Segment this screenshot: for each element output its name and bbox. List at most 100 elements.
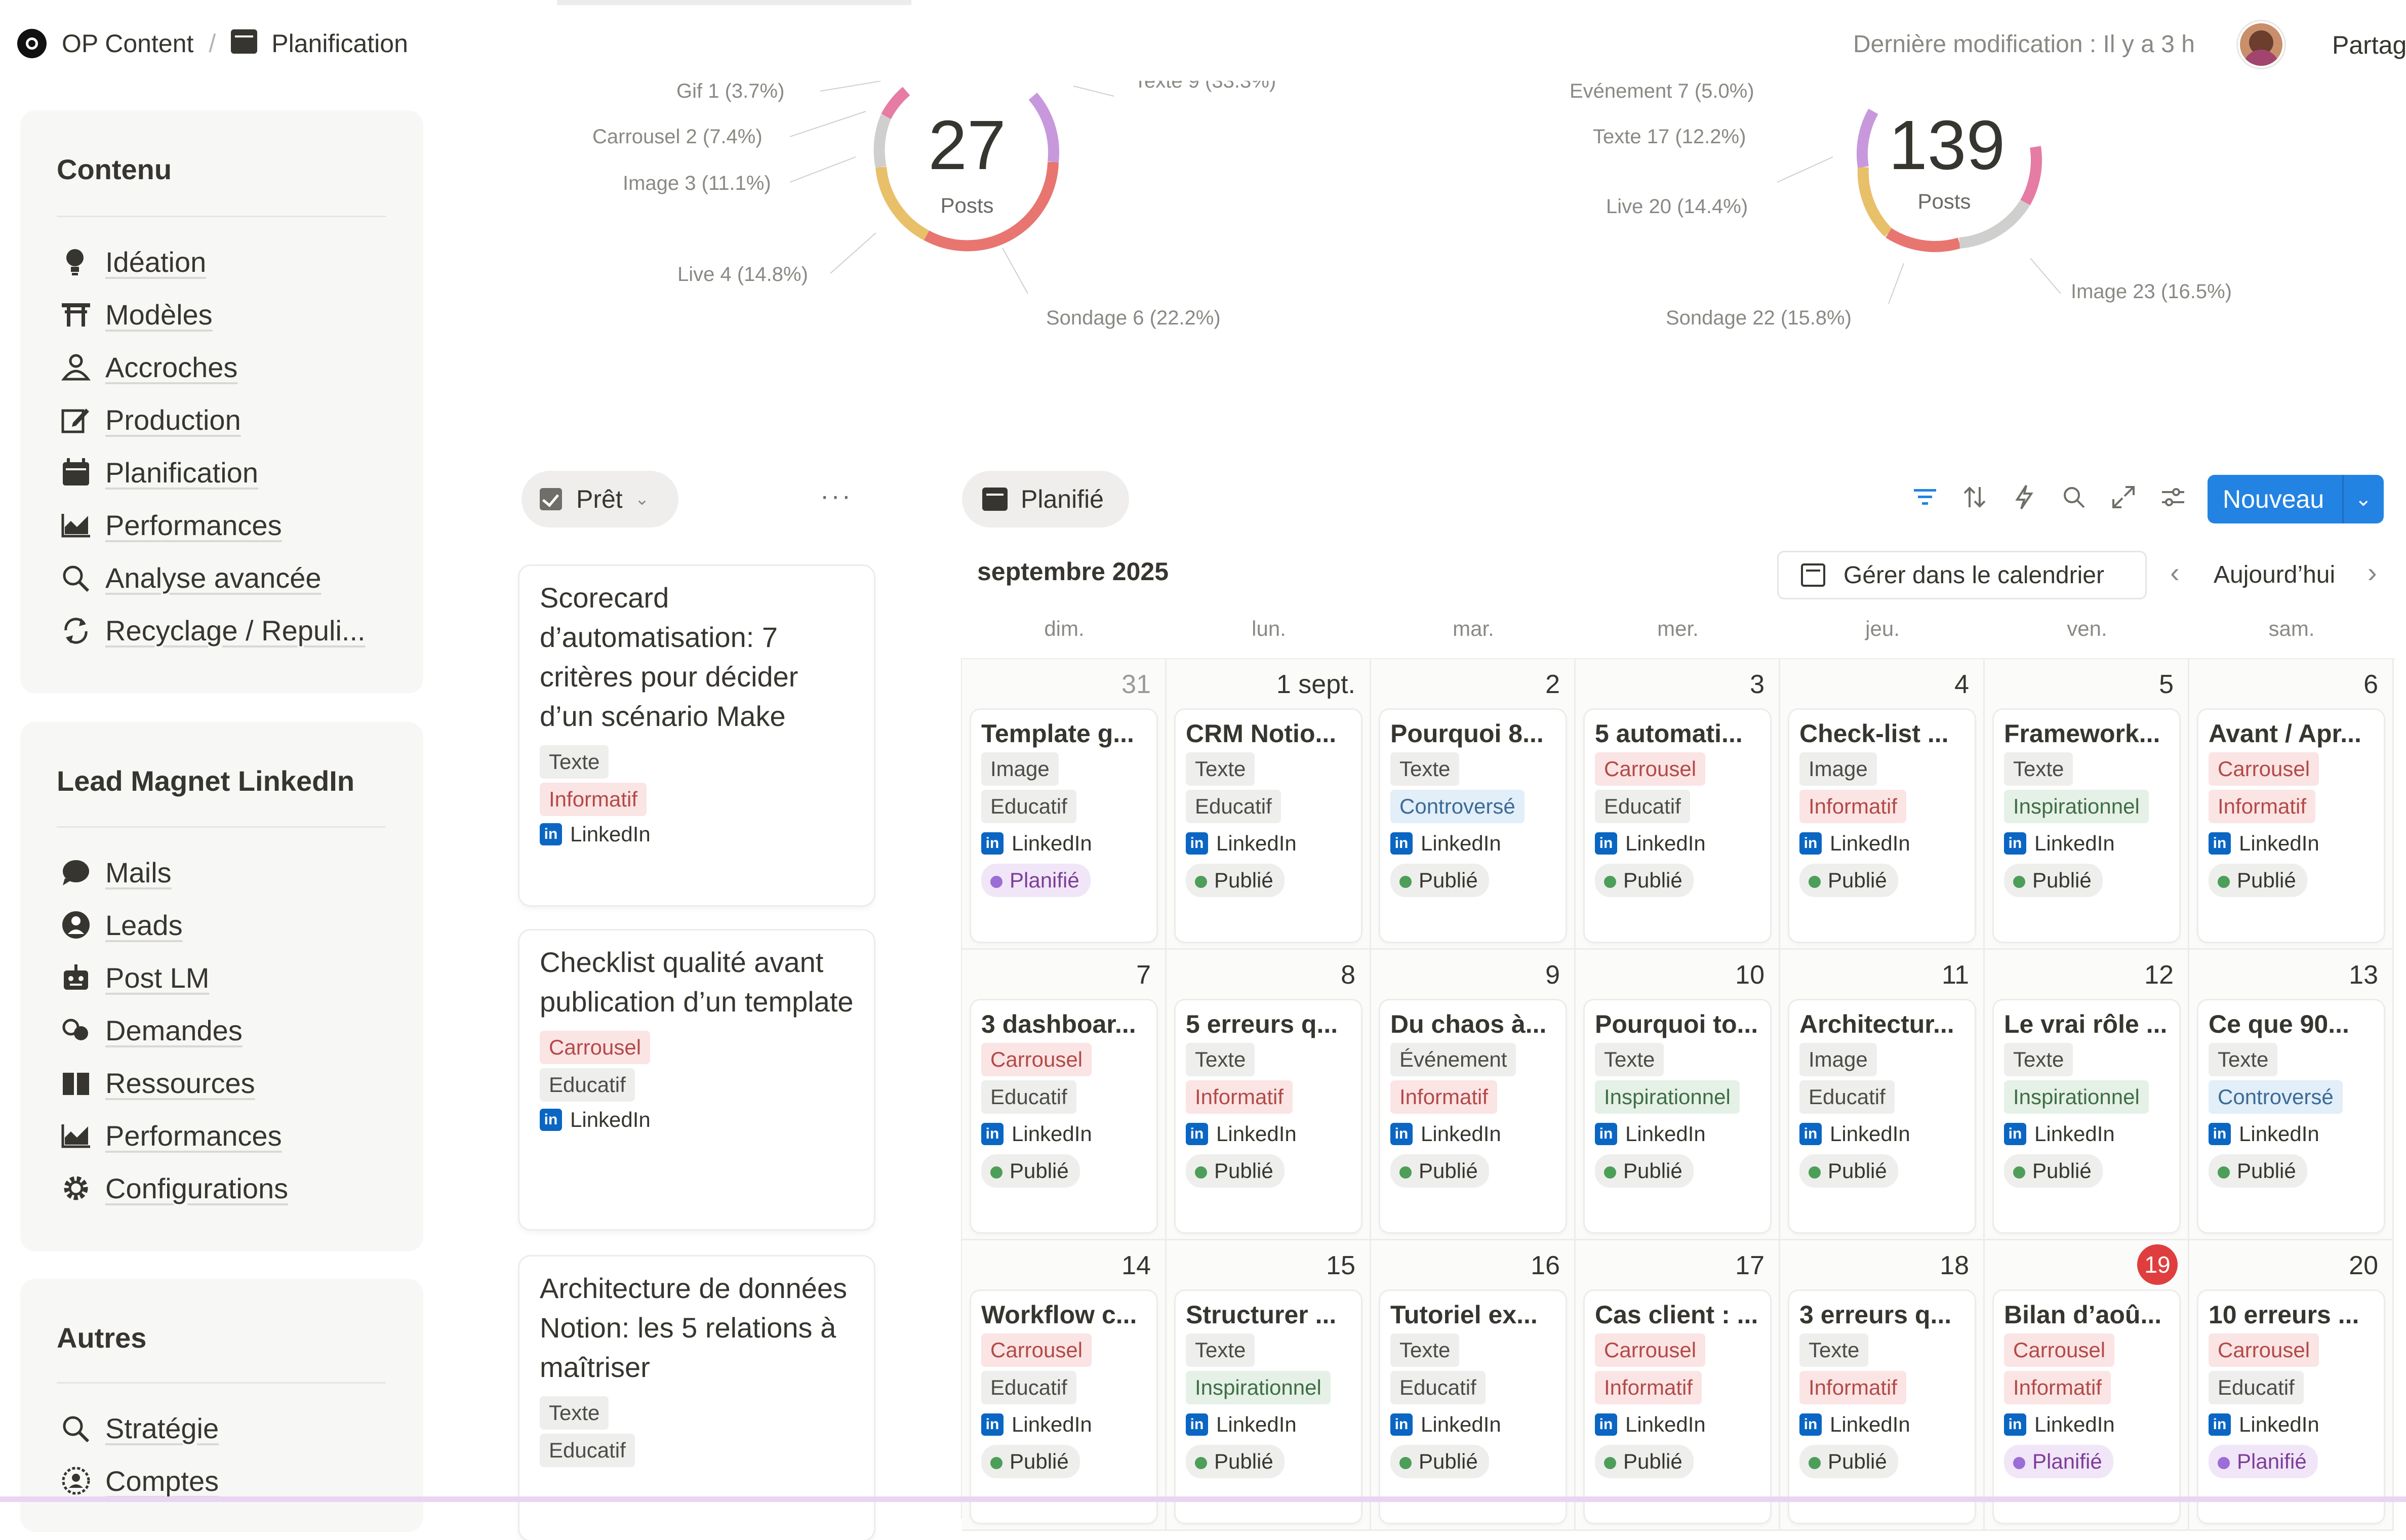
calendar-event-card[interactable]: Le vrai rôle ... Texte Inspirationnel in Lin… — [1994, 1000, 2179, 1232]
calendar-event-card[interactable]: Template g... Image Educatif in LinkedIn Plan… — [971, 710, 1156, 942]
filter-icon[interactable] — [1909, 481, 1941, 513]
calendar-event-card[interactable]: Workflow c... Carrousel Educatif in LinkedIn… — [971, 1291, 1156, 1523]
calendar-day-cell[interactable]: 4 Check-list ... Image Informatif in LinkedIn… — [1780, 659, 1985, 950]
calendar-day-cell[interactable]: 15 Structurer ... Texte Inspirationnel in Lin… — [1167, 1240, 1371, 1531]
manage-calendar-button[interactable]: Gérer dans le calendrier — [1777, 551, 2147, 599]
next-month-icon[interactable]: › — [2368, 556, 2377, 588]
network-label: LinkedIn — [570, 822, 651, 846]
day-of-week-label: jeu. — [1865, 617, 1900, 640]
calendar-event-card[interactable]: 3 dashboar... Carrousel Educatif in LinkedIn… — [971, 1000, 1156, 1232]
calendar-event-card[interactable]: Pourquoi to... Texte Inspirationnel in Linke… — [1585, 1000, 1770, 1232]
sidebar-item-production[interactable]: Production — [61, 397, 241, 442]
calendar-event-card[interactable]: Cas client : ... Carrousel Informatif in Lin… — [1585, 1291, 1770, 1523]
settings-sliders-icon[interactable] — [2157, 481, 2189, 513]
calendar-day-cell[interactable]: 20 10 erreurs ... Carrousel Educatif in Linke… — [2189, 1240, 2394, 1531]
sidebar-item-recyclage[interactable]: Recyclage / Repuli... — [61, 607, 366, 653]
calendar-day-cell[interactable]: 1 sept. CRM Notio... Texte Educatif in Linked… — [1167, 659, 1371, 950]
sidebar-item-comptes[interactable]: Comptes — [61, 1458, 219, 1504]
format-tag: Texte — [2209, 1043, 2278, 1076]
sidebar-item-ressources[interactable]: Ressources — [61, 1060, 255, 1106]
breadcrumb-workspace[interactable]: OP Content — [62, 29, 194, 58]
calendar-event-card[interactable]: Ce que 90... Texte Controversé in LinkedIn Pu… — [2198, 1000, 2384, 1232]
sidebar-item-mails[interactable]: Mails — [61, 849, 172, 895]
network-label: LinkedIn — [2034, 831, 2115, 855]
avatar[interactable] — [2238, 21, 2284, 68]
calendar-day-cell[interactable]: 18 3 erreurs q... Texte Informatif in LinkedI… — [1780, 1240, 1985, 1531]
sidebar-item-strategie[interactable]: Stratégie — [61, 1405, 219, 1451]
calendar-day-cell[interactable]: 2 Pourquoi 8... Texte Controversé in LinkedIn… — [1371, 659, 1576, 950]
calendar-event-card[interactable]: Bilan d’aoû... Carrousel Informatif in Linke… — [1994, 1291, 2179, 1523]
calendar-day-cell[interactable]: 11 Architectur... Image Educatif in LinkedIn P… — [1780, 950, 1985, 1240]
calendar-event-card[interactable]: Du chaos à... Événement Informatif in Linked… — [1380, 1000, 1566, 1232]
network-label: LinkedIn — [1830, 1122, 1910, 1146]
status-label: Publié — [1010, 1159, 1069, 1183]
calendar-event-card[interactable]: CRM Notio... Texte Educatif in LinkedIn Publi… — [1176, 710, 1361, 942]
lightning-icon[interactable] — [2008, 481, 2040, 513]
search-icon[interactable] — [2058, 481, 2090, 513]
board-card[interactable]: Architecture de données Notion: les 5 re… — [519, 1257, 874, 1540]
expand-icon[interactable] — [2107, 481, 2140, 513]
status-filter-button[interactable]: Prêt ⌄ — [522, 471, 678, 528]
board-card[interactable]: Checklist qualité avant publication d’un… — [519, 930, 874, 1229]
day-number: 5 — [2159, 670, 2174, 699]
calendar-event-card[interactable]: Structurer ... Texte Inspirationnel in Linke… — [1176, 1291, 1361, 1523]
calendar-day-cell[interactable]: 19 Bilan d’aoû... Carrousel Informatif in Lin… — [1985, 1240, 2189, 1531]
event-title: Cas client : ... — [1595, 1301, 1758, 1329]
board-card[interactable]: Scorecard d’automatisation: 7 critères p… — [519, 566, 874, 905]
calendar-day-cell[interactable]: 31 Template g... Image Educatif in LinkedIn Pl… — [962, 659, 1167, 950]
sidebar-item-analyse-avancee[interactable]: Analyse avancée — [61, 555, 322, 600]
network-label: LinkedIn — [570, 1108, 651, 1131]
calendar-day-cell[interactable]: 16 Tutoriel ex... Texte Educatif in LinkedIn P… — [1371, 1240, 1576, 1531]
sidebar-item-leads[interactable]: Leads — [61, 902, 183, 948]
calendar-event-card[interactable]: Pourquoi 8... Texte Controversé in LinkedIn P… — [1380, 710, 1566, 942]
today-button[interactable]: Aujourd’hui — [2214, 561, 2336, 588]
calendar-day-cell[interactable]: 12 Le vrai rôle ... Texte Inspirationnel in L… — [1985, 950, 2189, 1240]
breadcrumb-page[interactable]: Planification — [271, 29, 408, 58]
calendar-day-cell[interactable]: 5 Framework... Texte Inspirationnel in Linked… — [1985, 659, 2189, 950]
sidebar-item-performances[interactable]: Performances — [61, 502, 282, 548]
sidebar-item-planification[interactable]: Planification — [61, 450, 258, 495]
linkedin-icon: in — [1390, 832, 1413, 855]
calendar-event-card[interactable]: 5 erreurs q... Texte Informatif in LinkedIn P… — [1176, 1000, 1361, 1232]
sidebar-item-demandes[interactable]: Demandes — [61, 1007, 243, 1053]
share-button[interactable]: Partag — [2332, 31, 2406, 59]
calendar-month: septembre 2025 — [977, 557, 1169, 586]
calendar-event-card[interactable]: Framework... Texte Inspirationnel in LinkedI… — [1994, 710, 2179, 942]
calendar-event-card[interactable]: 3 erreurs q... Texte Informatif in LinkedIn P… — [1789, 1291, 1975, 1523]
calendar-event-card[interactable]: Check-list ... Image Informatif in LinkedIn P… — [1789, 710, 1975, 942]
sort-icon[interactable] — [1958, 481, 1991, 513]
sidebar-item-ideation[interactable]: Idéation — [61, 239, 206, 285]
new-button[interactable]: Nouveau ⌄ — [2208, 475, 2384, 523]
calendar-day-cell[interactable]: 6 Avant / Apr... Carrousel Informatif in Link… — [2189, 659, 2394, 950]
previous-month-icon[interactable]: ‹ — [2170, 556, 2180, 588]
sidebar-item-performances-lm[interactable]: Performances — [61, 1113, 282, 1158]
calendar-event-card[interactable]: 5 automati... Carrousel Educatif in LinkedIn… — [1585, 710, 1770, 942]
calendar-event-card[interactable]: 10 erreurs ... Carrousel Educatif in LinkedI… — [2198, 1291, 2384, 1523]
view-tab-planifie[interactable]: Planifié — [962, 471, 1129, 528]
network-row: in LinkedIn — [1390, 1118, 1555, 1150]
calendar-day-cell[interactable]: 14 Workflow c... Carrousel Educatif in Linked… — [962, 1240, 1167, 1531]
calendar-event-card[interactable]: Avant / Apr... Carrousel Informatif in Linke… — [2198, 710, 2384, 942]
sidebar-item-label: Idéation — [105, 246, 207, 278]
sidebar-item-modeles[interactable]: Modèles — [61, 292, 213, 337]
sidebar-item-configurations[interactable]: Configurations — [61, 1165, 288, 1211]
calendar-day-cell[interactable]: 10 Pourquoi to... Texte Inspirationnel in Lin… — [1576, 950, 1780, 1240]
calendar-day-cell[interactable]: 17 Cas client : ... Carrousel Informatif in L… — [1576, 1240, 1780, 1531]
sidebar-item-post-lm[interactable]: Post LM — [61, 955, 209, 1000]
format-tag: Texte — [1799, 1333, 1869, 1367]
network-row: in LinkedIn — [540, 818, 854, 850]
calendar-day-cell[interactable]: 9 Du chaos à... Événement Informatif in Linke… — [1371, 950, 1576, 1240]
calendar-day-cell[interactable]: 13 Ce que 90... Texte Controversé in LinkedIn… — [2189, 950, 2394, 1240]
more-options-button[interactable]: ··· — [820, 481, 853, 511]
chevron-down-icon[interactable]: ⌄ — [2355, 488, 2372, 510]
format-tag: Texte — [2004, 752, 2073, 786]
type-tag: Educatif — [1390, 1371, 1486, 1404]
calendar-event-card[interactable]: Architectur... Image Educatif in LinkedIn Pub… — [1789, 1000, 1975, 1232]
type-tag: Educatif — [981, 790, 1076, 823]
calendar-event-card[interactable]: Tutoriel ex... Texte Educatif in LinkedIn Pub… — [1380, 1291, 1566, 1523]
workspace-logo-icon[interactable] — [17, 29, 47, 58]
sidebar-item-accroches[interactable]: Accroches — [61, 344, 237, 390]
